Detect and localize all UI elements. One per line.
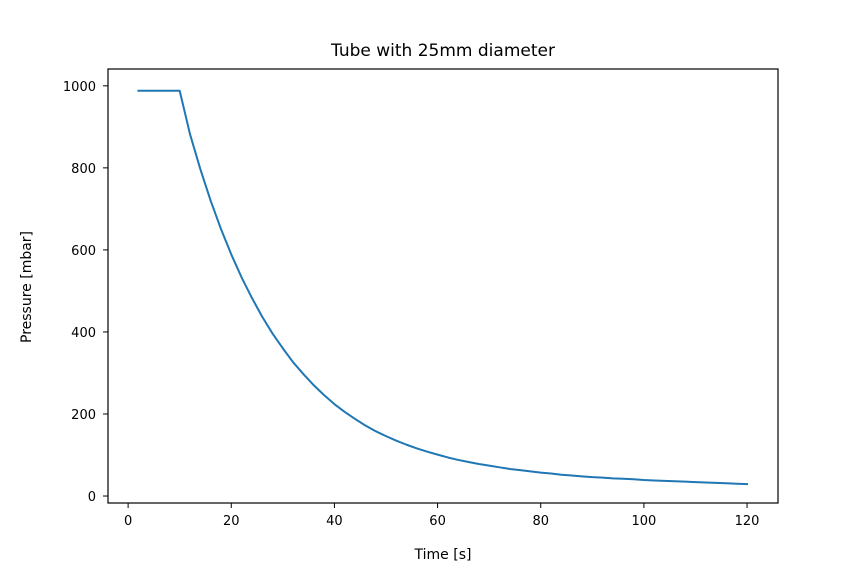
x-tick-label: 80 (532, 514, 549, 529)
series-line-1 (137, 89, 749, 486)
x-tick-label: 120 (735, 514, 760, 529)
y-tick-label: 400 (71, 326, 96, 341)
y-axis-ticks: 0 200 400 600 800 1000 (63, 80, 108, 505)
x-axis-label: Time [s] (414, 547, 472, 563)
chart-title: Tube with 25mm diameter (330, 41, 555, 61)
x-tick-label: 20 (223, 514, 240, 529)
y-tick-label: 800 (71, 162, 96, 177)
x-tick-label: 100 (631, 514, 656, 529)
y-tick-label: 200 (71, 408, 96, 423)
y-axis-label: Pressure [mbar] (19, 231, 35, 343)
y-tick-label: 600 (71, 244, 96, 259)
x-tick-label: 40 (326, 514, 343, 529)
x-tick-label: 60 (429, 514, 446, 529)
y-tick-label: 0 (88, 490, 96, 505)
y-tick-label: 1000 (63, 80, 96, 95)
x-axis-ticks: 0 20 40 60 80 100 120 (124, 503, 759, 529)
plot-area (107, 68, 779, 504)
plot-frame (107, 68, 779, 504)
x-tick-label: 0 (124, 514, 132, 529)
